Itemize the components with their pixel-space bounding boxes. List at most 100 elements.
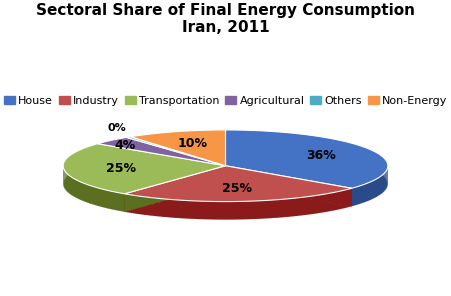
- Polygon shape: [63, 144, 226, 194]
- Polygon shape: [336, 192, 338, 210]
- Polygon shape: [126, 137, 226, 166]
- Polygon shape: [155, 198, 157, 216]
- Polygon shape: [343, 190, 345, 208]
- Polygon shape: [90, 186, 92, 204]
- Polygon shape: [380, 176, 381, 195]
- Polygon shape: [159, 199, 162, 217]
- Text: 4%: 4%: [115, 139, 136, 152]
- Polygon shape: [244, 201, 247, 219]
- Polygon shape: [242, 201, 244, 219]
- Polygon shape: [191, 201, 193, 219]
- Polygon shape: [300, 197, 303, 215]
- Polygon shape: [360, 185, 363, 204]
- Polygon shape: [312, 196, 314, 214]
- Text: 36%: 36%: [306, 149, 336, 162]
- Polygon shape: [314, 195, 316, 214]
- Polygon shape: [383, 174, 384, 193]
- Polygon shape: [257, 201, 260, 219]
- Polygon shape: [130, 130, 226, 166]
- Text: 25%: 25%: [222, 182, 252, 195]
- Polygon shape: [102, 189, 104, 207]
- Polygon shape: [176, 200, 179, 218]
- Polygon shape: [338, 191, 340, 210]
- Polygon shape: [72, 177, 73, 196]
- Polygon shape: [307, 197, 309, 215]
- Polygon shape: [234, 202, 237, 220]
- Polygon shape: [148, 197, 150, 215]
- Polygon shape: [135, 195, 137, 214]
- Polygon shape: [232, 202, 234, 220]
- Text: 10%: 10%: [178, 137, 208, 150]
- Polygon shape: [347, 189, 349, 207]
- Polygon shape: [122, 193, 124, 212]
- Polygon shape: [327, 194, 328, 212]
- Polygon shape: [81, 182, 82, 201]
- Polygon shape: [193, 201, 196, 219]
- Polygon shape: [330, 193, 332, 211]
- Polygon shape: [113, 192, 115, 210]
- Polygon shape: [71, 177, 72, 195]
- Polygon shape: [364, 184, 366, 202]
- Polygon shape: [216, 202, 219, 220]
- Polygon shape: [120, 193, 122, 211]
- Polygon shape: [68, 175, 69, 193]
- Polygon shape: [320, 194, 322, 213]
- Polygon shape: [354, 187, 356, 206]
- Polygon shape: [206, 201, 209, 219]
- Polygon shape: [237, 202, 239, 220]
- Polygon shape: [67, 173, 68, 192]
- Polygon shape: [94, 187, 96, 205]
- Polygon shape: [130, 195, 133, 213]
- Polygon shape: [286, 199, 289, 217]
- Polygon shape: [117, 192, 119, 211]
- Polygon shape: [385, 171, 386, 190]
- Polygon shape: [93, 186, 94, 205]
- Polygon shape: [124, 194, 126, 212]
- Polygon shape: [340, 191, 341, 209]
- Polygon shape: [318, 195, 320, 213]
- Polygon shape: [98, 155, 226, 184]
- Text: 25%: 25%: [106, 162, 136, 175]
- Polygon shape: [368, 182, 370, 201]
- Polygon shape: [249, 201, 252, 219]
- Polygon shape: [82, 183, 83, 201]
- Polygon shape: [260, 201, 262, 219]
- Polygon shape: [92, 186, 93, 205]
- Polygon shape: [214, 202, 216, 220]
- Polygon shape: [115, 192, 117, 210]
- Polygon shape: [221, 202, 224, 220]
- Polygon shape: [137, 196, 139, 214]
- Polygon shape: [366, 183, 368, 202]
- Polygon shape: [316, 195, 318, 213]
- Polygon shape: [63, 162, 226, 212]
- Polygon shape: [284, 199, 286, 217]
- Polygon shape: [104, 189, 106, 208]
- Polygon shape: [324, 194, 327, 212]
- Polygon shape: [272, 200, 275, 218]
- Polygon shape: [382, 175, 383, 193]
- Polygon shape: [226, 130, 388, 188]
- Polygon shape: [341, 190, 343, 209]
- Polygon shape: [226, 166, 352, 206]
- Polygon shape: [152, 198, 155, 216]
- Polygon shape: [298, 197, 300, 216]
- Polygon shape: [265, 200, 267, 218]
- Polygon shape: [111, 191, 113, 210]
- Polygon shape: [224, 202, 226, 220]
- Polygon shape: [124, 166, 352, 202]
- Legend: House, Industry, Transportation, Agricultural, Others, Non-Energy: House, Industry, Transportation, Agricul…: [0, 91, 451, 110]
- Text: 0%: 0%: [107, 123, 126, 133]
- Polygon shape: [146, 197, 148, 215]
- Polygon shape: [376, 178, 377, 197]
- Polygon shape: [373, 180, 375, 199]
- Polygon shape: [359, 186, 360, 204]
- Polygon shape: [226, 148, 388, 206]
- Polygon shape: [334, 192, 336, 210]
- Polygon shape: [291, 198, 294, 216]
- Polygon shape: [109, 191, 111, 209]
- Polygon shape: [282, 199, 284, 217]
- Polygon shape: [370, 181, 372, 200]
- Polygon shape: [124, 166, 226, 212]
- Polygon shape: [356, 186, 359, 205]
- Polygon shape: [130, 148, 226, 184]
